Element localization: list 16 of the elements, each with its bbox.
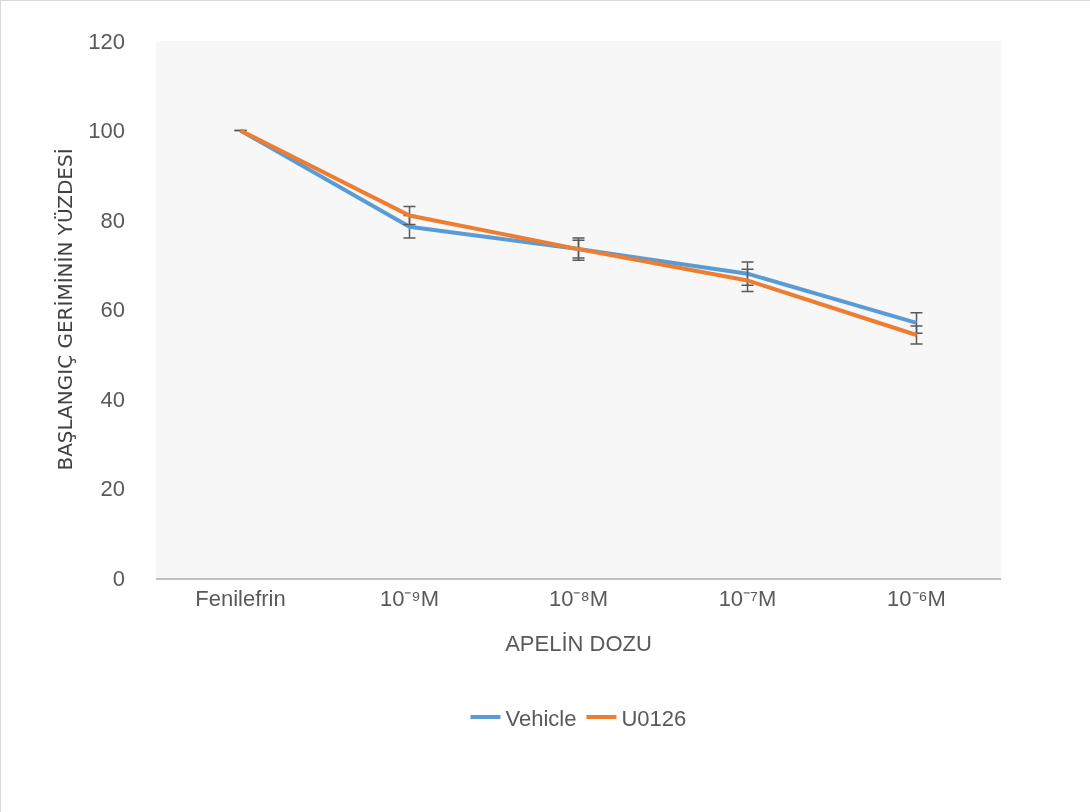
x-tick-label: 10⁻⁹M — [379, 586, 440, 612]
y-tick-label: 80 — [100, 207, 125, 233]
x-tick-label: 10⁻⁶M — [887, 586, 946, 612]
legend-label: U0126 — [621, 705, 687, 731]
y-tick-label: 100 — [88, 118, 125, 144]
legend-label: Vehicle — [505, 705, 577, 731]
y-tick-label: 120 — [88, 28, 125, 54]
y-tick-label: 0 — [112, 565, 125, 591]
x-tick-label: 10⁻⁸M — [548, 586, 609, 612]
x-tick-label: Fenilefrin — [195, 586, 286, 612]
y-axis-title: BAŞLANGIÇ GERİMİNİN YÜZDESİ — [52, 148, 77, 471]
y-tick-label: 60 — [100, 297, 125, 323]
x-axis-title: APELİN DOZU — [505, 630, 652, 656]
y-tick-label: 40 — [100, 386, 125, 412]
x-tick-label: 10⁻⁷M — [718, 586, 777, 612]
y-tick-label: 20 — [100, 476, 125, 502]
